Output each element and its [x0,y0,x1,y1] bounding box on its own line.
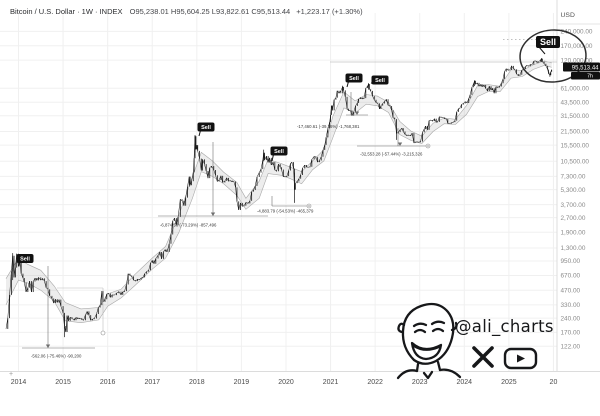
svg-text:5,300.00: 5,300.00 [561,187,586,194]
symbol-header: Bitcoin / U.S. Dollar · 1W · INDEX O95,2… [10,7,363,16]
svg-text:2024: 2024 [457,379,473,386]
circle-annotation[interactable] [518,28,587,84]
svg-text:-562.06 (-75.46%) -90,200: -562.06 (-75.46%) -90,200 [31,354,82,359]
x-twitter-icon [472,346,494,368]
face-illustration [396,302,462,380]
currency-label: USD [561,12,575,19]
sell-label[interactable]: Sell [197,122,215,137]
range-box-annotation[interactable] [57,287,106,336]
price-series [5,58,553,338]
level-lines[interactable] [330,39,557,63]
svg-text:240.00: 240.00 [561,315,581,322]
svg-text:2022: 2022 [367,379,383,386]
svg-text:2,700.00: 2,700.00 [561,215,586,222]
svg-text:1,900.00: 1,900.00 [561,229,586,236]
svg-text:2018: 2018 [189,379,205,386]
measurement-annotation[interactable]: -17,460.61 (-39.36%) -1,768,381 [297,92,368,129]
svg-text:670.00: 670.00 [561,273,581,280]
svg-text:2014: 2014 [11,379,27,386]
svg-text:Sell: Sell [274,149,284,155]
svg-text:21,500.00: 21,500.00 [561,129,590,136]
sell-label[interactable]: Sell [536,36,560,55]
time-axis[interactable]: 2014 2015 2016 2017 2018 2019 2020 2021 2022 2023… [9,371,557,386]
svg-text:170,000.00: 170,000.00 [561,43,593,50]
sell-label[interactable]: Sell [370,75,389,85]
svg-text:470.00: 470.00 [561,287,581,294]
svg-text:240,000.00: 240,000.00 [561,29,593,36]
svg-text:7,300.00: 7,300.00 [561,174,586,181]
watermark-handle: @ali_charts [455,317,554,336]
svg-text:2021: 2021 [323,379,339,386]
svg-text:Sell: Sell [349,76,359,82]
svg-text:7h: 7h [587,74,593,80]
measurement-annotation[interactable]: -6,874.56 (-73.29%) -857,496 [158,142,268,228]
change-value: +1,223.17 (+1.30%) [296,7,363,16]
svg-text:20: 20 [550,379,558,386]
svg-text:2023: 2023 [412,379,428,386]
svg-text:-6,874.56 (-73.29%) -857,496: -6,874.56 (-73.29%) -857,496 [160,223,217,228]
last-price-tag: 95,513.44 7h [563,62,600,80]
sell-label[interactable]: Sell [16,254,34,264]
svg-text:120,000.00: 120,000.00 [561,57,593,64]
measurement-annotation[interactable]: -562.06 (-75.46%) -90,200 [22,266,95,359]
measurement-annotation[interactable]: -32,553.28 (-57.44%) -3,215,326 [357,128,431,157]
svg-text:2025: 2025 [501,379,517,386]
svg-text:15,500.00: 15,500.00 [561,142,590,149]
svg-text:2015: 2015 [55,379,71,386]
svg-text:Sell: Sell [540,37,556,47]
svg-text:170.00: 170.00 [561,330,581,337]
svg-text:-17,460.61 (-39.36%) -1,768,38: -17,460.61 (-39.36%) -1,768,381 [297,124,360,129]
plus-marker: + [9,371,13,378]
svg-text:Sell: Sell [20,256,30,262]
svg-text:-32,553.28 (-57.44%) -3,215,32: -32,553.28 (-57.44%) -3,215,326 [360,152,423,157]
ohlc-values: O95,238.01 H95,604.25 L93,822.61 C95,513… [129,7,291,16]
svg-text:2019: 2019 [234,379,250,386]
svg-text:Sell: Sell [201,125,211,131]
svg-text:31,500.00: 31,500.00 [561,113,590,120]
youtube-icon [503,347,538,370]
sell-label[interactable]: Sell [345,73,363,88]
svg-text:950.00: 950.00 [561,258,581,265]
svg-text:2017: 2017 [144,379,160,386]
svg-text:-4,883.79 (-54.53%) -465,379: -4,883.79 (-54.53%) -465,379 [257,209,314,214]
svg-text:1,300.00: 1,300.00 [561,245,586,252]
symbol-title[interactable]: Bitcoin / U.S. Dollar · 1W · INDEX [10,7,123,16]
svg-text:3,700.00: 3,700.00 [561,202,586,209]
svg-text:330.00: 330.00 [561,302,581,309]
svg-text:95,513.44: 95,513.44 [572,66,599,72]
svg-text:10,500.00: 10,500.00 [561,158,590,165]
svg-text:43,500.00: 43,500.00 [561,99,590,106]
measurement-annotation[interactable]: -4,883.79 (-54.53%) -465,379 [257,196,314,214]
svg-text:2020: 2020 [278,379,294,386]
sell-label[interactable]: Sell [270,146,288,162]
indicator-band [5,60,552,324]
svg-text:Sell: Sell [375,78,385,84]
svg-text:61,000.00: 61,000.00 [561,85,590,92]
svg-text:122.00: 122.00 [561,343,581,350]
svg-text:2016: 2016 [100,379,116,386]
price-axis[interactable]: USD 240,000.00 170,000.00 120,000.00 61,000.… [561,12,593,350]
